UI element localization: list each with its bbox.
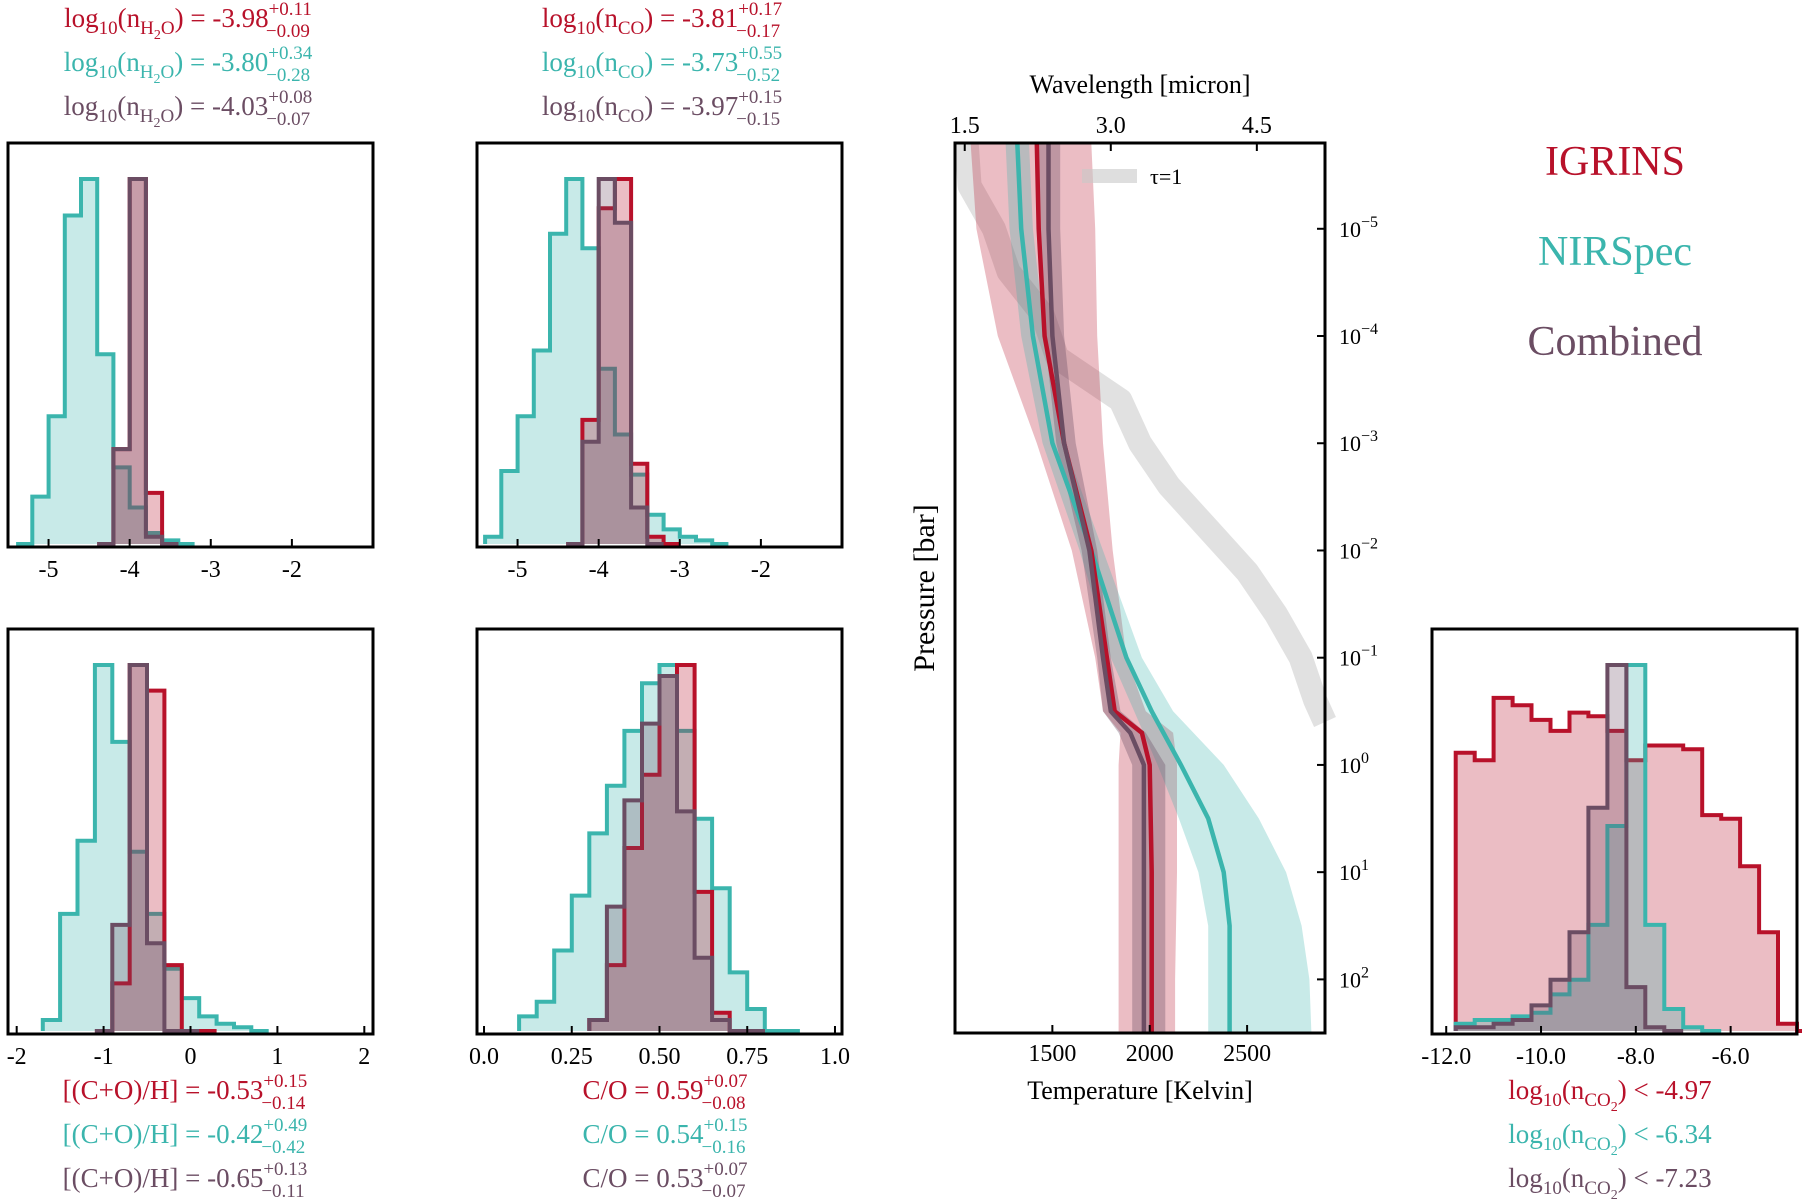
top-axis-label: Wavelength [micron] (1030, 70, 1251, 99)
histogram-outline-combined (587, 674, 765, 1033)
histogram-panel-co_ratio: 0.0 0.25 0.50 0.75 1.0 (469, 627, 850, 1070)
x-tick-label: 2 (358, 1044, 370, 1070)
top-tick-label: 3.0 (1096, 113, 1126, 139)
histogram-fill-combined (97, 179, 179, 544)
co2-annotation: log10(nCO2) < -7.23 (1508, 1163, 1711, 1200)
tau-one-curve (954, 142, 1336, 727)
h2o-annotation: log10(nH2O) = -3.98+0.11 −0.09 (64, 0, 312, 43)
top-tick-label: 1.5 (950, 113, 980, 139)
x-tick-label: 0 (185, 1044, 197, 1070)
h2o-annotation: log10(nH2O) = -4.03+0.08 −0.07 (64, 87, 312, 131)
co-annotation: log10(nCO) = -3.73+0.55 −0.52 (542, 43, 782, 86)
coh-annotation: [(C+O)/H] = -0.65+0.13 −0.11 (63, 1159, 308, 1200)
x-tick-label: 0.75 (726, 1044, 768, 1070)
legend: IGRINS NIRSpec Combined (1528, 139, 1703, 365)
y-tick-label: 10−5 (1339, 214, 1378, 242)
tp-median-combined (1046, 143, 1147, 1033)
histogram-panel-co: -5 -4 -3 -2 (475, 141, 844, 583)
y-tick-label: 10−2 (1339, 535, 1378, 563)
x-tick-label: 1500 (1028, 1041, 1076, 1067)
histogram-outline-nirspec (517, 663, 800, 1033)
x-tick-label: -3 (201, 557, 221, 583)
histogram-outline-igrins (566, 177, 680, 546)
histogram-fill-nirspec (1455, 665, 1722, 1031)
tp-median-igrins (1034, 142, 1154, 1033)
histogram-fill-igrins (566, 179, 680, 544)
y-tick-label: 10−3 (1339, 428, 1378, 456)
co-ratio-annotation: C/O = 0.53+0.07 −0.07 (583, 1159, 748, 1200)
histogram-fill-igrins (97, 179, 179, 544)
histogram-fill-combined (566, 179, 664, 544)
x-tick-label: -5 (39, 557, 59, 583)
tp-band-igrins (970, 143, 1177, 1033)
histogram-outline-combined (566, 177, 664, 546)
histogram-fill-igrins (94, 665, 217, 1031)
h2o-annotation: log10(nH2O) = -3.80+0.34 −0.28 (64, 43, 313, 87)
y-tick-label: 102 (1339, 964, 1369, 992)
panel-frame (1430, 627, 1799, 1036)
x-tick-label: -2 (751, 557, 771, 583)
y-tick-label: 10−1 (1339, 643, 1378, 671)
tp-profile-panel: τ=1 1500 2000 2500 Temperature [Kelvin] 1.5 3.… (908, 70, 1378, 1105)
legend-item-combined: Combined (1528, 319, 1703, 365)
tp-median-nirspec (1015, 142, 1232, 1033)
y-axis-label: Pressure [bar] (908, 504, 941, 671)
histogram-fill-igrins (589, 665, 765, 1031)
tp-band-nirspec (1005, 143, 1312, 1033)
y-tick-label: 100 (1339, 750, 1369, 778)
y-tick-label: 10−4 (1339, 321, 1378, 349)
co2-annotation: log10(nCO2) < -6.34 (1508, 1119, 1712, 1159)
co-ratio-annotation: C/O = 0.54+0.15 −0.16 (583, 1115, 748, 1158)
histogram-outline-combined (1453, 663, 1684, 1033)
panel-frame (6, 141, 375, 549)
x-tick-label: -6.0 (1712, 1044, 1750, 1070)
top-tick-label: 4.5 (1242, 113, 1272, 139)
co-ratio-annotation: C/O = 0.59+0.07 −0.08 (583, 1071, 748, 1114)
histogram-fill-combined (589, 676, 765, 1031)
x-tick-label: 0.50 (639, 1044, 681, 1070)
x-tick-label: 0.25 (551, 1044, 593, 1070)
x-tick-label: -12.0 (1421, 1044, 1471, 1070)
x-tick-label: 1 (271, 1044, 283, 1070)
tp-band-combined (1036, 143, 1166, 1033)
histogram-panel-h2o: -5 -4 -3 -2 (6, 141, 375, 583)
y-tick-label: 101 (1339, 857, 1369, 885)
histogram-outline-combined (97, 177, 179, 546)
legend-item-igrins: IGRINS (1545, 139, 1685, 185)
x-tick-label: -2 (282, 557, 302, 583)
histogram-panel-co2: -12.0 -10.0 -8.0 -6.0 (1421, 627, 1802, 1070)
x-tick-label: 2000 (1126, 1041, 1174, 1067)
x-tick-label: -4 (120, 557, 140, 583)
panel-frame (953, 141, 1327, 1035)
x-tick-label: -4 (589, 557, 609, 583)
x-tick-label: 1.0 (820, 1044, 850, 1070)
x-tick-label: -2 (7, 1044, 27, 1070)
x-tick-label: -1 (94, 1044, 114, 1070)
histogram-fill-combined (94, 665, 200, 1031)
histogram-outline-combined (94, 663, 200, 1033)
x-tick-label: 2500 (1223, 1041, 1271, 1067)
x-tick-label: 0.0 (469, 1044, 499, 1070)
x-tick-label: -10.0 (1516, 1044, 1566, 1070)
panel-frame (475, 141, 844, 549)
x-tick-label: -3 (670, 557, 690, 583)
histogram-outline-nirspec (1453, 663, 1722, 1033)
coh-annotation: [(C+O)/H] = -0.53+0.15 −0.14 (63, 1071, 308, 1114)
x-tick-label: -5 (508, 557, 528, 583)
x-tick-label: -8.0 (1617, 1044, 1655, 1070)
x-axis-label: Temperature [Kelvin] (1027, 1076, 1253, 1105)
legend-item-nirspec: NIRSpec (1538, 229, 1692, 275)
histogram-fill-igrins (1455, 697, 1802, 1031)
histogram-fill-nirspec (16, 179, 195, 544)
co-annotation: log10(nCO) = -3.81+0.17 −0.17 (542, 0, 782, 42)
coh-annotation: [(C+O)/H] = -0.42+0.49 −0.42 (63, 1115, 308, 1158)
histogram-fill-nirspec (485, 179, 729, 544)
co-annotation: log10(nCO) = -3.97+0.15 −0.15 (542, 87, 782, 130)
co2-annotation: log10(nCO2) < -4.97 (1508, 1075, 1711, 1115)
tau-legend-label: τ=1 (1150, 164, 1182, 189)
histogram-panel-coh: -2 -1 0 1 2 (6, 627, 375, 1070)
histogram-fill-nirspec (42, 665, 269, 1031)
